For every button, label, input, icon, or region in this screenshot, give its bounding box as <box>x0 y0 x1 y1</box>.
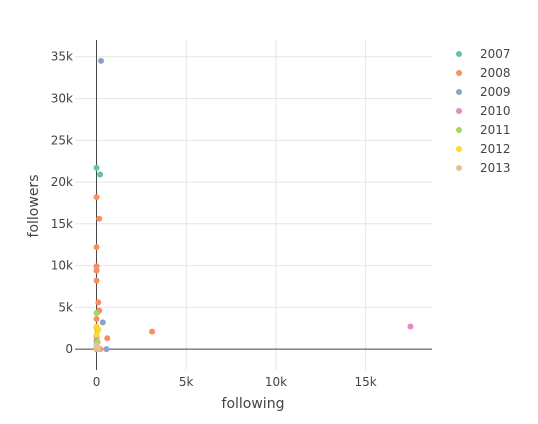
x-axis-title: following <box>222 396 285 412</box>
legend-marker <box>456 127 462 133</box>
data-point[interactable] <box>96 215 103 222</box>
legend-item-2013[interactable]: 2013 <box>456 161 511 175</box>
legend-item-2012[interactable]: 2012 <box>456 142 511 156</box>
legend-label: 2007 <box>480 47 511 61</box>
legend-marker <box>456 165 462 171</box>
x-tick-label: 15k <box>355 375 377 389</box>
zero-lines <box>75 40 432 370</box>
data-point[interactable] <box>93 331 100 338</box>
legend-item-2009[interactable]: 2009 <box>456 85 511 99</box>
legend[interactable]: 2007 2008 2009 2010 2011 2012 2013 <box>456 47 511 175</box>
legend-label: 2012 <box>480 142 511 156</box>
data-point[interactable] <box>97 171 104 178</box>
legend-marker <box>456 51 462 57</box>
y-tick-label: 15k <box>51 217 73 231</box>
y-tick-label: 20k <box>51 175 73 189</box>
data-point[interactable] <box>93 263 100 270</box>
x-axis-ticks: 0 5k 10k 15k <box>93 375 377 389</box>
data-point[interactable] <box>93 244 100 251</box>
x-tick-label: 10k <box>265 375 287 389</box>
y-tick-label: 10k <box>51 259 73 273</box>
legend-label: 2010 <box>480 104 511 118</box>
data-point[interactable] <box>149 328 156 335</box>
data-points <box>93 57 414 353</box>
data-point[interactable] <box>98 57 105 64</box>
data-point[interactable] <box>93 316 100 323</box>
data-point[interactable] <box>93 164 100 171</box>
grid <box>75 40 432 370</box>
data-point[interactable] <box>93 267 100 274</box>
data-point[interactable] <box>95 299 102 306</box>
y-axis-ticks: 0 5k 10k 15k 20k 25k 30k 35k <box>51 50 73 356</box>
legend-item-2008[interactable]: 2008 <box>456 66 511 80</box>
data-point[interactable] <box>99 319 106 326</box>
y-tick-label: 30k <box>51 91 73 105</box>
y-tick-label: 0 <box>65 342 73 356</box>
data-point[interactable] <box>95 346 102 353</box>
y-tick-label: 35k <box>51 50 73 64</box>
legend-label: 2011 <box>480 123 511 137</box>
legend-marker <box>456 146 462 152</box>
data-point[interactable] <box>103 346 110 353</box>
legend-label: 2008 <box>480 66 511 80</box>
legend-label: 2013 <box>480 161 511 175</box>
x-tick-label: 5k <box>179 375 194 389</box>
legend-marker <box>456 89 462 95</box>
legend-marker <box>456 108 462 114</box>
legend-item-2007[interactable]: 2007 <box>456 47 511 61</box>
legend-marker <box>456 70 462 76</box>
data-point[interactable] <box>95 326 102 333</box>
data-point[interactable] <box>104 335 111 342</box>
x-tick-label: 0 <box>93 375 101 389</box>
legend-item-2010[interactable]: 2010 <box>456 104 511 118</box>
data-point[interactable] <box>93 310 100 317</box>
data-point[interactable] <box>93 194 100 201</box>
legend-item-2011[interactable]: 2011 <box>456 123 511 137</box>
y-tick-label: 25k <box>51 133 73 147</box>
data-point[interactable] <box>407 323 414 330</box>
data-point[interactable] <box>93 277 100 284</box>
legend-label: 2009 <box>480 85 511 99</box>
y-axis-title: followers <box>26 175 42 238</box>
y-tick-label: 5k <box>58 300 73 314</box>
